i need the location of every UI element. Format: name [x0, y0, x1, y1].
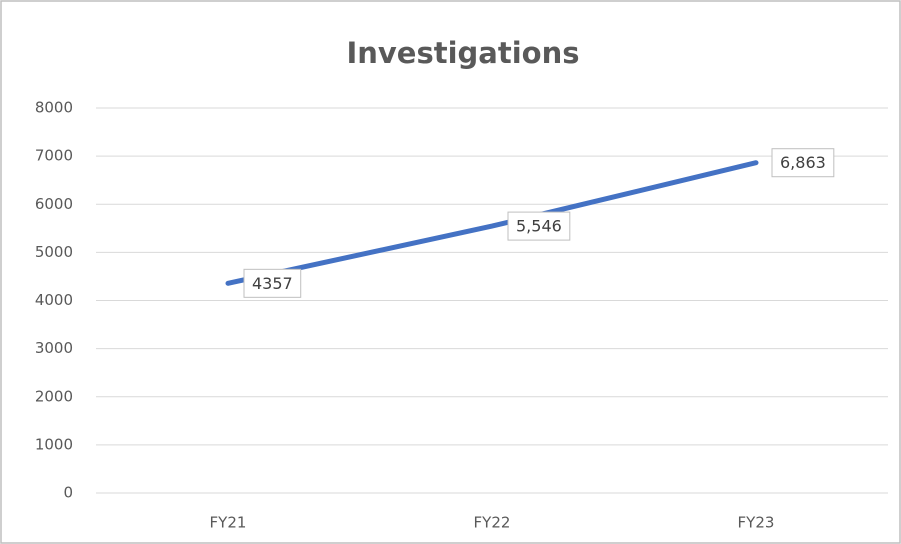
x-tick-label: FY21 — [210, 514, 247, 532]
y-tick-label: 3000 — [35, 339, 73, 357]
data-label-box — [243, 268, 302, 298]
data-label-box — [507, 211, 571, 241]
y-tick-label: 0 — [63, 484, 73, 502]
data-label-box — [771, 148, 835, 178]
chart-title: Investigations — [346, 36, 579, 70]
data-label: 5,546 — [516, 217, 562, 236]
y-tick-label: 1000 — [35, 435, 73, 453]
x-tick-label: FY22 — [474, 514, 511, 532]
data-label: 6,863 — [780, 153, 826, 172]
data-line — [225, 160, 759, 286]
x-tick-label: FY23 — [738, 514, 775, 532]
y-tick-label: 8000 — [35, 99, 73, 117]
y-tick-label: 4000 — [35, 291, 73, 309]
y-tick-label: 6000 — [35, 195, 73, 213]
y-tick-label: 5000 — [35, 243, 73, 261]
y-tick-label: 2000 — [35, 387, 73, 405]
y-tick-label: 7000 — [35, 147, 73, 165]
data-label: 4357 — [252, 274, 293, 293]
